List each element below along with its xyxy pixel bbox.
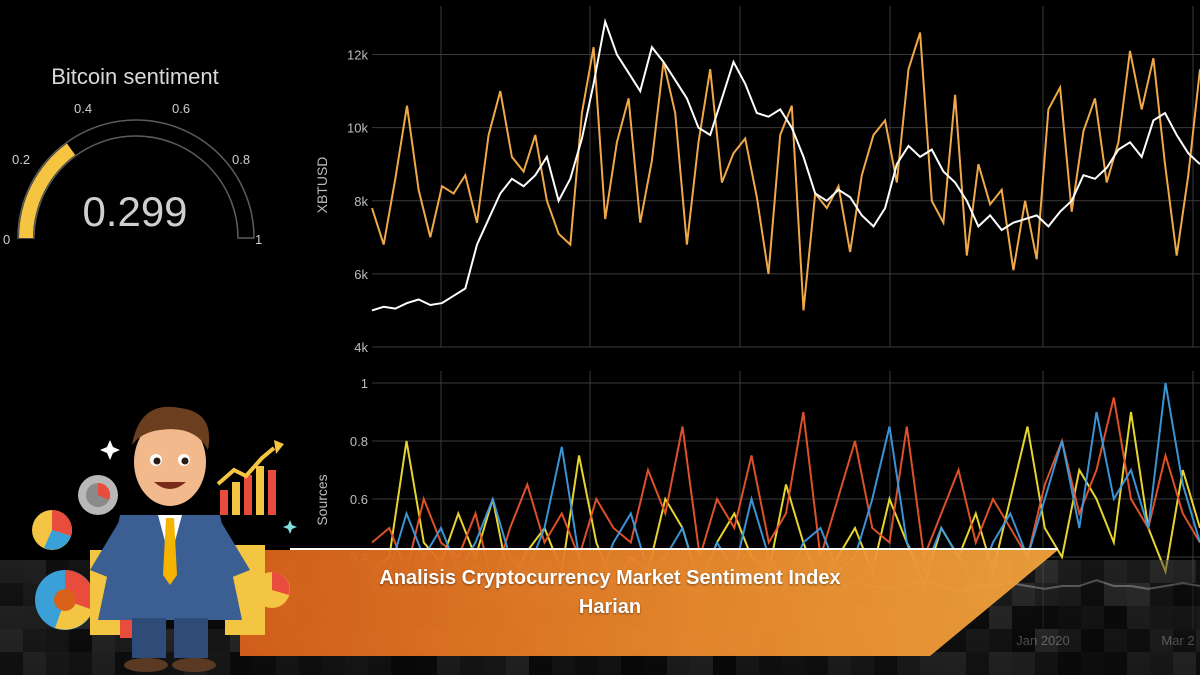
pie-chart-icon: [32, 510, 72, 550]
gauge-track: [17, 119, 255, 239]
sources-tick-label: 1: [361, 376, 368, 391]
price-axis-label: XBTUSD: [314, 157, 330, 214]
banner-title: Analisis Cryptocurrency Market Sentiment…: [300, 564, 920, 622]
price-tick-label: 8k: [354, 194, 368, 209]
price-tick-label: 12k: [347, 48, 368, 63]
price-chart-grid: [372, 6, 1200, 348]
price-series-sentiment-line: [371, 32, 1200, 311]
gauge-tick-0.6: 0.6: [172, 101, 191, 116]
banner-title-line1: Analisis Cryptocurrency Market Sentiment…: [379, 567, 841, 589]
banner-title-line2: Harian: [578, 596, 642, 618]
sources-tick-label: 0.8: [350, 434, 368, 449]
donut-chart-icon: [35, 570, 95, 630]
price-series-xbtusd-line: [371, 17, 1200, 312]
gauge-title: Bitcoin sentiment: [51, 64, 219, 89]
price-chart-series: [371, 17, 1200, 312]
gauge-tick-1: 1: [255, 232, 263, 247]
sparkle-icon: [100, 440, 120, 460]
gauge-tick-0.4: 0.4: [74, 101, 93, 116]
price-tick-label: 4k: [354, 340, 368, 355]
gauge-value-bar: [19, 143, 76, 238]
gauge-tick-0.2: 0.2: [12, 152, 31, 167]
rising-chart-icon: [216, 440, 284, 515]
banner-top-line: [290, 548, 1058, 550]
sparkle-icon-small: [283, 520, 297, 534]
gauge-tick-0: 0: [3, 232, 11, 247]
price-tick-label: 6k: [354, 267, 368, 282]
sources-axis-label: Sources: [314, 474, 330, 525]
gauge-graphic: [17, 119, 255, 239]
sources-tick-label: 0.6: [350, 492, 368, 507]
businessman-figure: [90, 406, 250, 672]
gauge-tick-0.8: 0.8: [232, 152, 251, 167]
gear-icon: [78, 475, 118, 515]
title-banner: [240, 550, 1058, 656]
businessman-mascot-illustration: [32, 406, 297, 672]
gauge-value: 0.299: [82, 188, 188, 235]
price-chart-axis: 4k 6k 8k 10k 12k XBTUSD: [314, 48, 368, 355]
price-tick-label: 10k: [347, 121, 368, 136]
